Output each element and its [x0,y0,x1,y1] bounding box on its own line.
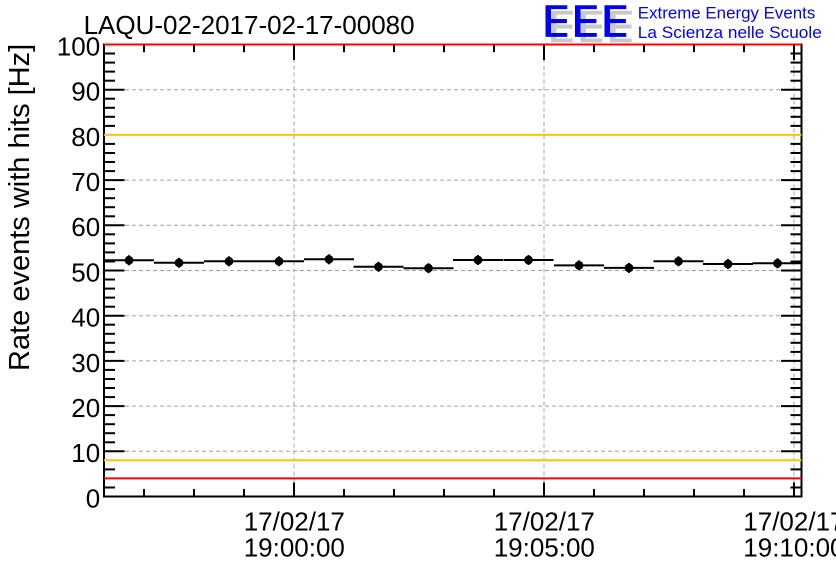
svg-text:80: 80 [71,122,100,152]
svg-text:30: 30 [71,348,100,378]
svg-text:90: 90 [71,77,100,107]
svg-text:La Scienza nelle Scuole: La Scienza nelle Scuole [638,23,822,42]
svg-text:LAQU-02-2017-02-17-00080: LAQU-02-2017-02-17-00080 [84,10,415,40]
svg-text:40: 40 [71,303,100,333]
svg-text:17/02/17: 17/02/17 [743,507,836,537]
svg-text:19:10:00: 19:10:00 [743,533,836,563]
svg-text:70: 70 [71,167,100,197]
svg-text:60: 60 [71,212,100,242]
svg-text:10: 10 [71,438,100,468]
svg-text:100: 100 [57,31,100,61]
svg-text:0: 0 [86,483,100,513]
svg-text:19:05:00: 19:05:00 [494,533,595,563]
svg-text:Rate events with hits [Hz]: Rate events with hits [Hz] [4,44,36,371]
svg-text:17/02/17: 17/02/17 [244,507,345,537]
svg-text:50: 50 [71,257,100,287]
svg-text:17/02/17: 17/02/17 [494,507,595,537]
svg-text:Extreme Energy Events: Extreme Energy Events [638,4,816,23]
svg-text:19:00:00: 19:00:00 [244,533,345,563]
svg-text:20: 20 [71,393,100,423]
